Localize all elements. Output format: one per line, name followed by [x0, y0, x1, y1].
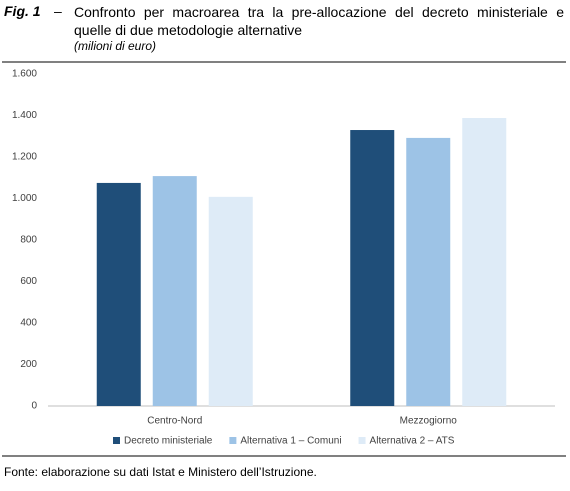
legend-swatch [229, 437, 237, 444]
x-tick-label: Centro-Nord [147, 416, 202, 427]
y-tick-label: 800 [20, 235, 37, 246]
y-tick-label: 0 [31, 401, 37, 412]
figure-separator: – [54, 3, 62, 19]
y-tick-label: 600 [20, 276, 37, 287]
bar [96, 182, 141, 406]
y-tick-label: 1.200 [12, 152, 37, 163]
chart-subtitle: (milioni di euro) [74, 39, 157, 53]
bar [350, 130, 395, 406]
bar [462, 117, 507, 407]
y-tick-label: 1.000 [12, 193, 37, 204]
y-tick-label: 1.400 [12, 110, 37, 121]
legend-label: Alternativa 1 – Comuni [240, 436, 341, 447]
x-tick-label: Mezzogiorno [400, 416, 458, 427]
legend-label: Decreto ministeriale [124, 436, 213, 447]
bar [208, 196, 253, 406]
source-note: Fonte: elaborazione su dati Istat e Mini… [4, 465, 317, 479]
y-tick-label: 200 [20, 359, 37, 370]
legend-label: Alternativa 2 – ATS [370, 436, 455, 447]
bar [152, 176, 197, 406]
chart-title: Confronto per macroarea tra la pre-alloc… [74, 4, 564, 38]
legend-swatch [113, 437, 120, 444]
y-tick-label: 1.600 [12, 69, 37, 80]
figure-label: Fig. 1 [4, 3, 41, 19]
chart: 0 200 400 600 800 1.000 1.200 1.400 1.600 Centro-… [2, 61, 566, 457]
y-tick-label: 400 [20, 318, 37, 329]
bar [406, 137, 451, 406]
legend-swatch [358, 437, 366, 444]
